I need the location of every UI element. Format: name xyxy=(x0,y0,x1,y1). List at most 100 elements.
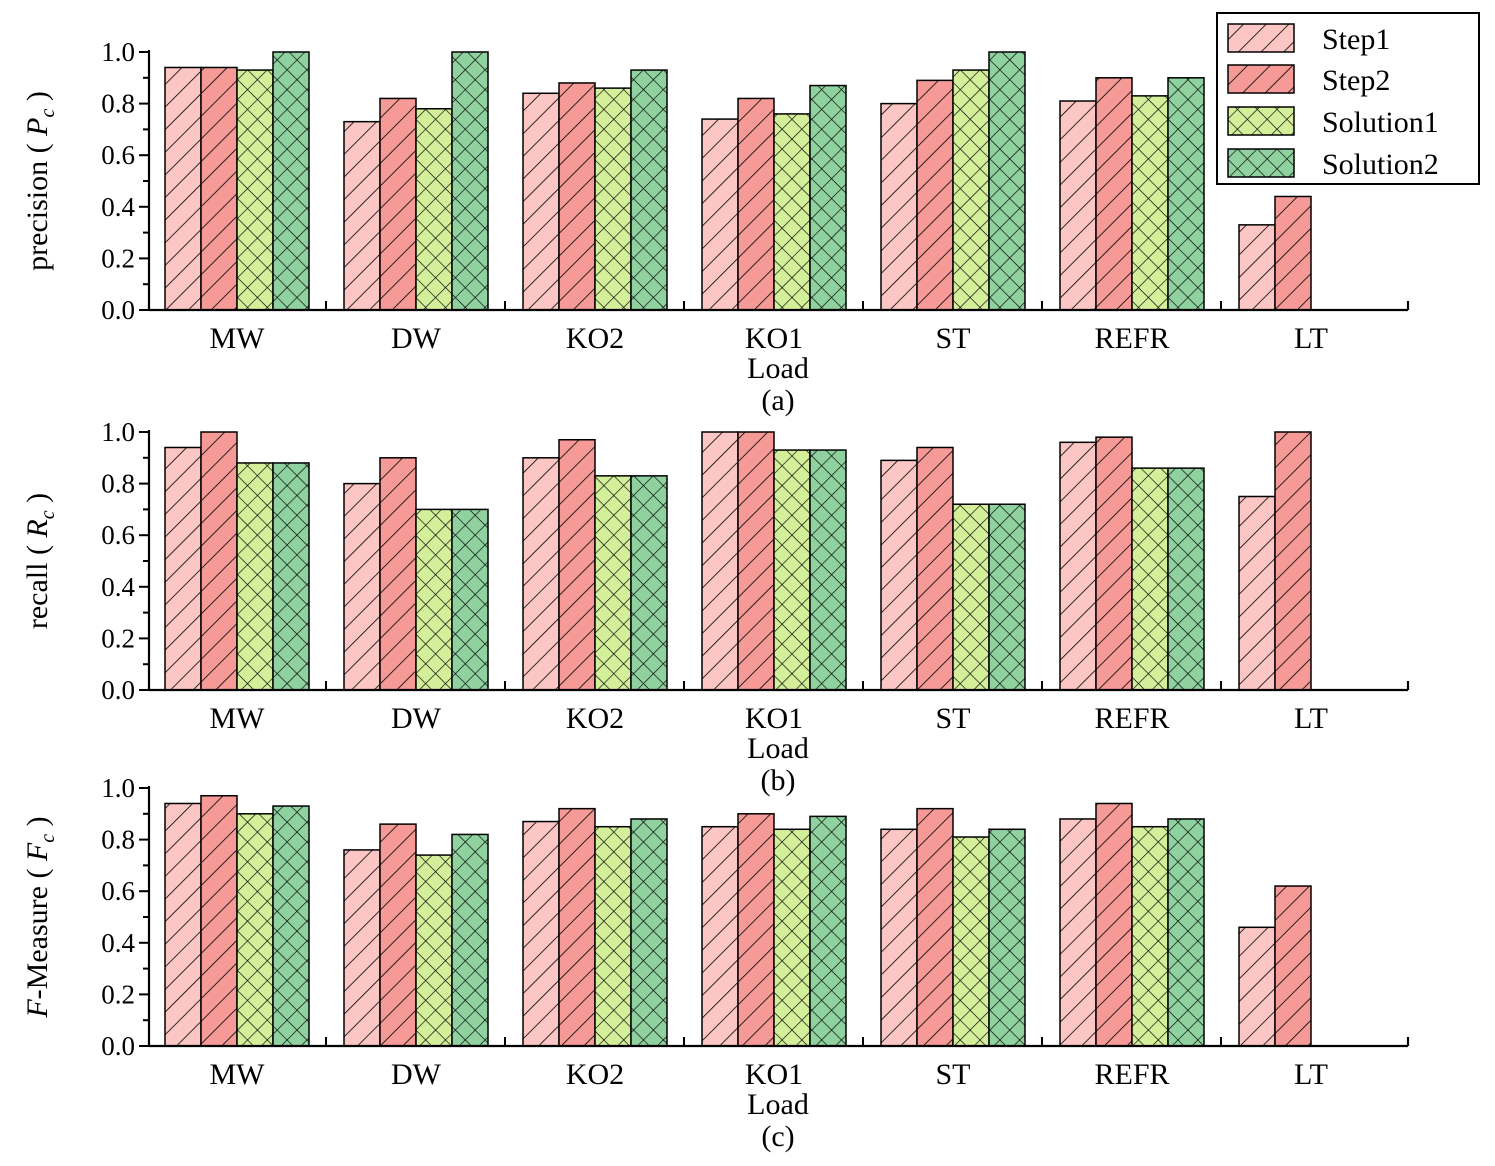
bar-solution1-dw xyxy=(415,108,453,311)
panel-a: 0.0 0.2 0.4 0.6 0.8 1.0 MW DW KO2 KO1 ST REFR LT Load… xyxy=(21,37,1410,417)
y-tick-label: 1.0 xyxy=(101,773,135,803)
category-label-ko2: KO2 xyxy=(566,1058,624,1091)
bar-step1-dw xyxy=(343,482,381,691)
x-axis-title: Load xyxy=(747,732,809,765)
bar-solution1-dw xyxy=(415,854,453,1047)
category-label-st: ST xyxy=(935,322,970,355)
bar-step2-dw xyxy=(379,823,417,1047)
category-label-refr: REFR xyxy=(1094,1058,1169,1091)
panel-b: 0.0 0.2 0.4 0.6 0.8 1.0 MW DW KO2 KO1 ST REFR LT Load… xyxy=(21,417,1410,797)
legend-swatch-solution2 xyxy=(1227,148,1295,178)
legend-swatch-solution1 xyxy=(1227,106,1295,136)
bar-step2-ko1 xyxy=(737,431,775,691)
bar-solution2-dw xyxy=(451,508,489,691)
bar-step1-ko2 xyxy=(522,92,560,311)
bar-solution2-st xyxy=(988,51,1026,311)
bar-step2-dw xyxy=(379,97,417,311)
bar-step1-dw xyxy=(343,120,381,311)
category-label-ko1: KO1 xyxy=(745,322,803,355)
bar-solution2-refr xyxy=(1167,818,1205,1047)
category-label-lt: LT xyxy=(1294,702,1328,735)
bar-step1-ko1 xyxy=(701,431,739,691)
bar-step2-refr xyxy=(1095,436,1133,691)
y-axis-title: F-Measure ( Fc ) xyxy=(21,816,59,1018)
bar-solution2-refr xyxy=(1167,77,1205,311)
bar-solution2-ko2 xyxy=(630,69,668,311)
y-tick-label: 1.0 xyxy=(101,37,135,67)
bar-step1-mw xyxy=(164,66,202,311)
bar-step1-dw xyxy=(343,849,381,1047)
bar-solution1-refr xyxy=(1131,467,1169,691)
bar-solution2-mw xyxy=(272,51,310,311)
y-tick-label: 0.4 xyxy=(101,192,135,222)
y-tick-label: 0.2 xyxy=(101,623,135,653)
bar-step1-st xyxy=(880,459,918,691)
bar-solution1-dw xyxy=(415,508,453,691)
bar-solution1-st xyxy=(952,836,990,1047)
bar-solution2-st xyxy=(988,503,1026,691)
y-tick-label: 0.6 xyxy=(101,140,135,170)
bar-step1-ko1 xyxy=(701,118,739,311)
bar-step2-ko2 xyxy=(558,807,596,1047)
category-label-dw: DW xyxy=(391,1058,442,1091)
bar-step2-lt xyxy=(1274,431,1312,691)
bar-step2-mw xyxy=(200,66,238,311)
bar-solution1-mw xyxy=(236,69,274,311)
y-tick-label: 0.0 xyxy=(101,295,135,325)
legend-swatch-step2 xyxy=(1227,64,1295,94)
y-tick-label: 0.4 xyxy=(101,928,135,958)
category-label-ko2: KO2 xyxy=(566,702,624,735)
bar-solution2-ko2 xyxy=(630,818,668,1047)
bar-step1-st xyxy=(880,102,918,311)
y-axis-title: precision ( Pc ) xyxy=(21,91,59,271)
category-label-mw: MW xyxy=(210,702,266,735)
panel-c: 0.0 0.2 0.4 0.6 0.8 1.0 MW DW KO2 KO1 ST REFR LT Load… xyxy=(21,773,1410,1153)
bar-solution1-mw xyxy=(236,462,274,691)
bar-solution2-mw xyxy=(272,462,310,691)
y-tick-label: 0.8 xyxy=(101,89,135,119)
bar-solution2-ko1 xyxy=(809,449,847,691)
x-axis-title: Load xyxy=(747,352,809,385)
bar-step1-lt xyxy=(1238,926,1276,1047)
legend-label-solution1: Solution1 xyxy=(1322,106,1439,139)
bar-solution1-st xyxy=(952,69,990,311)
category-label-refr: REFR xyxy=(1094,322,1169,355)
bar-solution2-st xyxy=(988,828,1026,1047)
bar-step2-lt xyxy=(1274,195,1312,311)
category-label-dw: DW xyxy=(391,322,442,355)
bar-step2-mw xyxy=(200,431,238,691)
y-tick-label: 1.0 xyxy=(101,417,135,447)
bar-step2-st xyxy=(916,79,954,311)
legend-swatch-step1 xyxy=(1227,23,1295,53)
category-label-ko1: KO1 xyxy=(745,702,803,735)
bar-step1-refr xyxy=(1059,441,1097,691)
bar-solution1-ko1 xyxy=(773,113,811,311)
bar-step2-mw xyxy=(200,794,238,1047)
bar-solution2-ko1 xyxy=(809,84,847,311)
bar-solution1-refr xyxy=(1131,95,1169,311)
bar-solution2-ko2 xyxy=(630,475,668,691)
y-tick-label: 0.0 xyxy=(101,1031,135,1061)
panel-label: (b) xyxy=(761,764,796,797)
bar-solution1-ko2 xyxy=(594,475,632,691)
category-label-st: ST xyxy=(935,1058,970,1091)
bar-step2-lt xyxy=(1274,885,1312,1047)
bar-solution2-mw xyxy=(272,805,310,1047)
legend: Step1 Step2 Solution1 Solution2 xyxy=(1216,12,1480,185)
x-axis-title: Load xyxy=(747,1088,809,1121)
category-label-ko1: KO1 xyxy=(745,1058,803,1091)
category-label-st: ST xyxy=(935,702,970,735)
bar-step2-refr xyxy=(1095,802,1133,1047)
bar-solution1-refr xyxy=(1131,825,1169,1047)
category-label-dw: DW xyxy=(391,702,442,735)
bar-solution1-ko1 xyxy=(773,828,811,1047)
y-tick-label: 0.8 xyxy=(101,469,135,499)
bar-step1-lt xyxy=(1238,495,1276,691)
bar-step1-refr xyxy=(1059,818,1097,1047)
bar-solution1-ko2 xyxy=(594,825,632,1047)
bar-step1-ko1 xyxy=(701,825,739,1047)
bar-step1-mw xyxy=(164,446,202,691)
category-label-mw: MW xyxy=(210,322,266,355)
category-label-lt: LT xyxy=(1294,1058,1328,1091)
